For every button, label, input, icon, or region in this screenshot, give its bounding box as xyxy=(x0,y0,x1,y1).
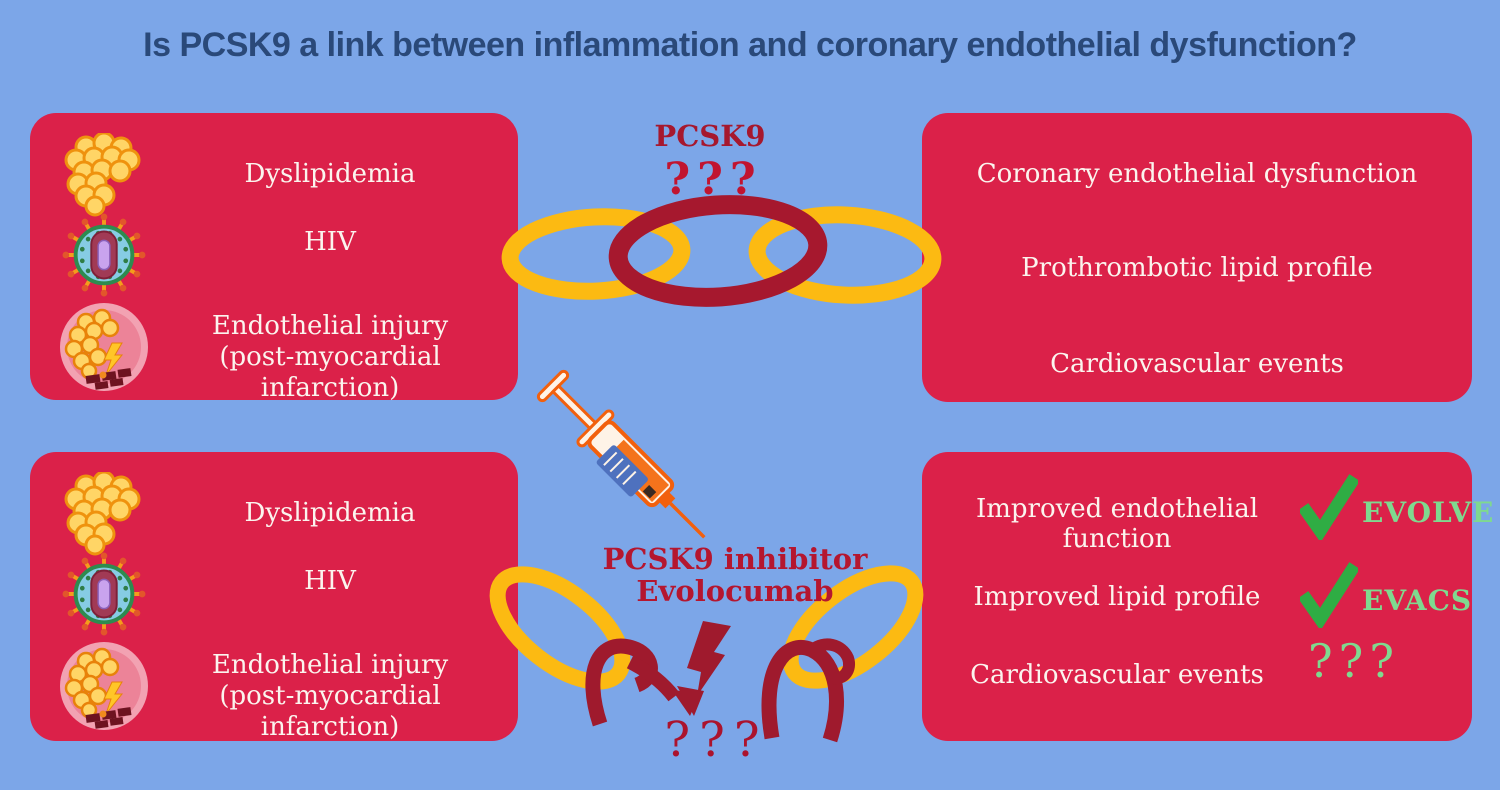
outcome-label: Coronary endothelial dysfunction xyxy=(976,159,1418,189)
endothelial-injury-icon xyxy=(58,301,150,393)
inhibitor-heading: PCSK9 inhibitor Evolocumab xyxy=(570,543,900,607)
treated-row: Improved lipid profile EVACS xyxy=(922,562,1472,632)
page-title: Is PCSK9 a link between inflammation and… xyxy=(143,26,1357,64)
lipid-cluster-icon xyxy=(64,470,148,556)
risk-item-label: Dyslipidemia xyxy=(244,159,416,189)
risk-item-label-line1: Endothelial injury xyxy=(211,311,449,341)
treated-outcomes-card: Improved endothelial function EVOLVE Imp… xyxy=(922,452,1493,741)
outcome-label: Prothrombotic lipid profile xyxy=(1021,253,1373,283)
pcsk9-heading: PCSK9 xyxy=(654,119,766,153)
endothelial-injury-icon xyxy=(58,640,150,732)
outcome-label: Cardiovascular events xyxy=(1050,349,1344,379)
check-icon xyxy=(1298,474,1360,543)
treated-row: Improved endothelial function EVOLVE xyxy=(922,474,1493,554)
risk-item-label: Endothelial injury (post-myocardial infa… xyxy=(150,650,510,743)
pcsk9-question-marks: ??? xyxy=(664,154,763,205)
risk-item-label: Endothelial injury (post-myocardial infa… xyxy=(150,311,510,404)
hiv-virus-icon xyxy=(60,550,148,638)
risk-item-label-line2: (post-myocardial infarction) xyxy=(219,681,441,742)
syringe-icon xyxy=(536,369,706,539)
hiv-virus-icon xyxy=(60,211,148,299)
outcomes-card: Coronary endothelial dysfunction Prothro… xyxy=(922,113,1472,402)
risk-item-label: HIV xyxy=(304,227,356,257)
bottom-question-marks: ??? xyxy=(664,712,769,768)
treated-label: Improved endothelial function xyxy=(975,494,1259,554)
treated-label: Improved lipid profile xyxy=(973,582,1261,612)
risk-item-label-line1: Endothelial injury xyxy=(211,650,449,680)
inhibitor-heading-line2: Evolocumab xyxy=(636,574,834,608)
trial-name: EVOLVE xyxy=(1362,496,1495,529)
lightning-bolt-icon xyxy=(677,621,731,716)
trial-name: EVACS xyxy=(1362,584,1473,617)
inhibitor-heading-line1: PCSK9 inhibitor xyxy=(602,542,868,576)
trial-question-marks: ??? xyxy=(1308,634,1400,688)
treated-row: Cardiovascular events ??? xyxy=(922,634,1472,710)
risk-item-label: HIV xyxy=(304,566,356,596)
risk-item-label-line2: (post-myocardial infarction) xyxy=(219,342,441,403)
treated-label: Cardiovascular events xyxy=(970,660,1264,690)
risk-item-label: Dyslipidemia xyxy=(244,498,416,528)
risk-factors-card-top: Dyslipidemia xyxy=(30,113,518,403)
chain-link-icon xyxy=(501,195,942,307)
lipid-cluster-icon xyxy=(64,131,148,217)
check-icon xyxy=(1298,562,1360,631)
risk-factors-card-bottom: Dyslipidemia xyxy=(30,452,518,743)
